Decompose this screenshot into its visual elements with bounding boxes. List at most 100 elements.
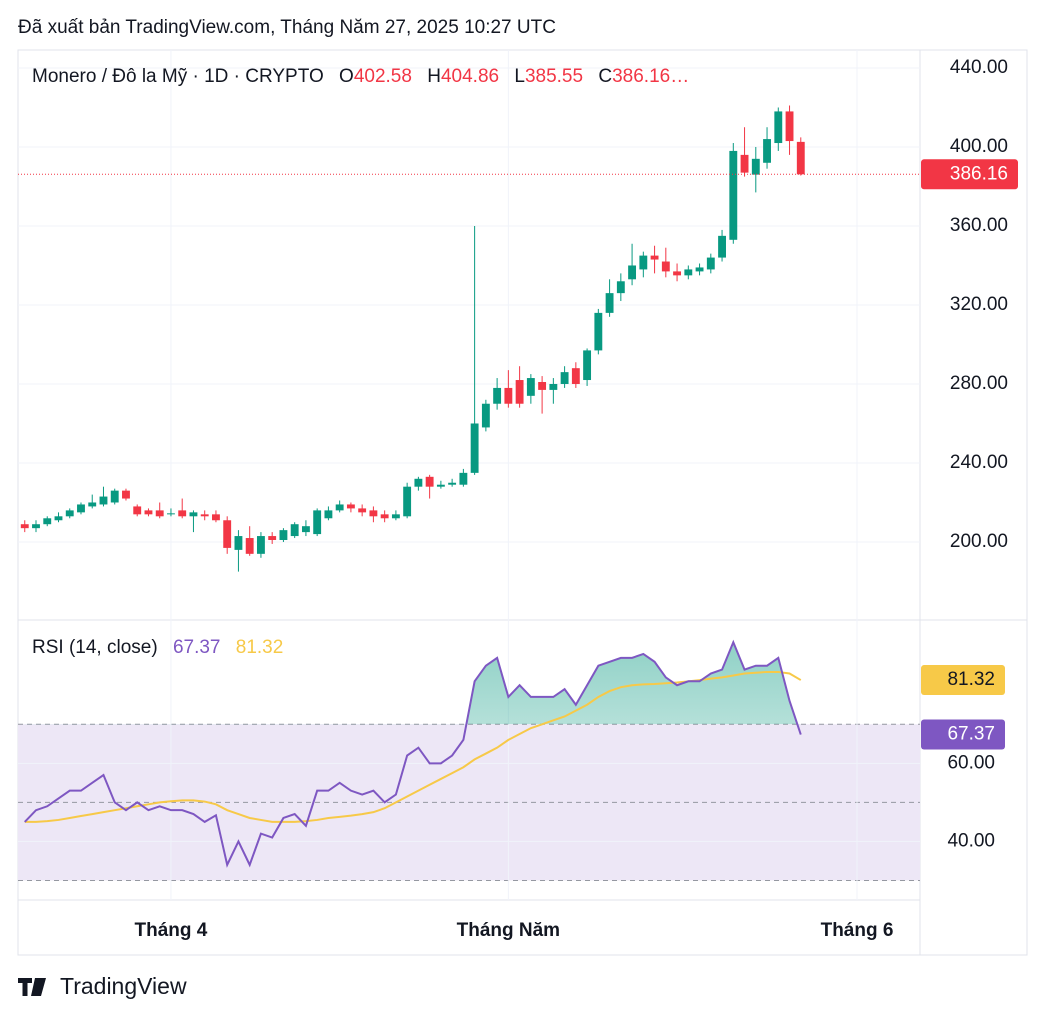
candle-body: [20, 524, 29, 529]
candle-body: [122, 490, 130, 499]
y-tick-label: 400.00: [950, 136, 1008, 157]
candle-body: [785, 111, 794, 142]
x-tick-label: Tháng 4: [135, 920, 208, 941]
candle-body: [155, 510, 164, 517]
candle-body: [234, 536, 243, 550]
x-tick-label: Tháng Năm: [457, 920, 560, 941]
candle-body: [504, 387, 513, 404]
candle-body: [65, 510, 74, 517]
candle-body: [43, 518, 52, 525]
rsi-title: RSI (14, close): [32, 637, 158, 658]
y-tick-label: 320.00: [950, 294, 1008, 315]
candle-body: [684, 269, 693, 276]
candle-body: [200, 514, 209, 517]
candle-body: [380, 514, 389, 519]
candle-body: [470, 423, 479, 473]
frame: [17, 49, 1028, 956]
ohlc-key: H: [427, 66, 441, 87]
candle-body: [616, 281, 625, 294]
y-tick-label: 200.00: [950, 531, 1008, 552]
candle-body: [32, 524, 40, 529]
ohlc-key: O: [339, 66, 354, 87]
value-badge-label: 81.32: [947, 669, 995, 690]
symbol: Monero / Đô la Mỹ · 1D · CRYPTO: [32, 66, 324, 87]
x-tick-label: Tháng 6: [821, 920, 894, 941]
value-badge-label: 67.37: [947, 724, 995, 745]
brand: TradingView: [60, 973, 187, 999]
candle-body: [167, 513, 175, 515]
candle-body: [515, 380, 524, 404]
candle-body: [99, 496, 108, 505]
candle-body: [268, 536, 277, 541]
candle-body: [414, 478, 423, 487]
y-tick-label: 440.00: [950, 57, 1008, 78]
ohlc-key: L: [514, 66, 525, 87]
candle-body: [391, 514, 400, 519]
logo: [18, 978, 46, 996]
candle-body: [256, 536, 265, 554]
y-tick-label: 60.00: [947, 752, 995, 773]
candle-body: [448, 482, 457, 485]
candle-body: [279, 530, 288, 541]
candle-body: [796, 141, 805, 175]
rsi-ma-value: 81.32: [235, 637, 284, 658]
ohlc-value: 404.86: [440, 66, 500, 87]
candle-body: [763, 139, 771, 163]
candle-body: [560, 372, 569, 384]
candle-body: [493, 387, 502, 404]
candle-body: [290, 524, 299, 537]
candle-body: [459, 472, 468, 485]
candle-body: [706, 257, 715, 270]
price-legend: Monero / Đô la Mỹ · 1D · CRYPTO O402.58 …: [32, 66, 691, 88]
candle-body: [324, 510, 333, 519]
candle-body: [212, 514, 220, 521]
candle-body: [358, 508, 367, 513]
ohlc-key: C: [598, 66, 613, 87]
candle-body: [661, 261, 670, 272]
ohlc-value: 386.16…: [612, 66, 690, 87]
rsi-legend: RSI (14, close) 67.37 81.32: [32, 637, 285, 659]
candle-body: [628, 265, 637, 280]
candle-body: [526, 378, 535, 396]
candle-body: [335, 504, 344, 511]
candle-body: [695, 267, 704, 272]
candle-body: [110, 490, 119, 503]
candle-body: [481, 403, 490, 428]
y-tick-label: 240.00: [950, 452, 1008, 473]
y-tick-label: 280.00: [950, 373, 1008, 394]
published-note: Đã xuất bản TradingView.com, Tháng Năm 2…: [18, 17, 556, 38]
rsi-ma-line: [24, 670, 802, 823]
candle-body: [245, 538, 254, 554]
candle-body: [605, 293, 614, 313]
price-badge-label: 386.16: [950, 163, 1008, 184]
y-tick-label: 40.00: [947, 830, 995, 851]
y-tick-label: 360.00: [950, 215, 1008, 236]
candle-body: [774, 111, 783, 144]
candle-body: [425, 476, 434, 487]
candle-body: [583, 350, 592, 381]
candle-body: [178, 510, 187, 517]
candle-body: [549, 383, 558, 390]
candle-body: [54, 516, 63, 521]
ohlc-value: 402.58: [353, 66, 412, 87]
candle-body: [77, 504, 85, 513]
candle-body: [88, 502, 97, 507]
candle-body: [301, 526, 310, 533]
candle-body: [729, 150, 738, 240]
candle-body: [189, 512, 198, 517]
candle-body: [571, 368, 580, 384]
candle-body: [436, 484, 445, 487]
candle-body: [740, 154, 749, 173]
candle-body: [223, 520, 232, 548]
ohlc-value: 385.55: [524, 66, 584, 87]
candle-body: [133, 506, 142, 515]
value-badge: [921, 665, 1005, 696]
price-badge: [921, 159, 1018, 190]
candle-body: [718, 235, 726, 258]
rsi-value: 67.37: [172, 637, 221, 658]
candle-body: [650, 255, 659, 260]
candle-body: [639, 255, 648, 270]
candle-body: [403, 486, 412, 517]
candle-body: [594, 312, 603, 351]
